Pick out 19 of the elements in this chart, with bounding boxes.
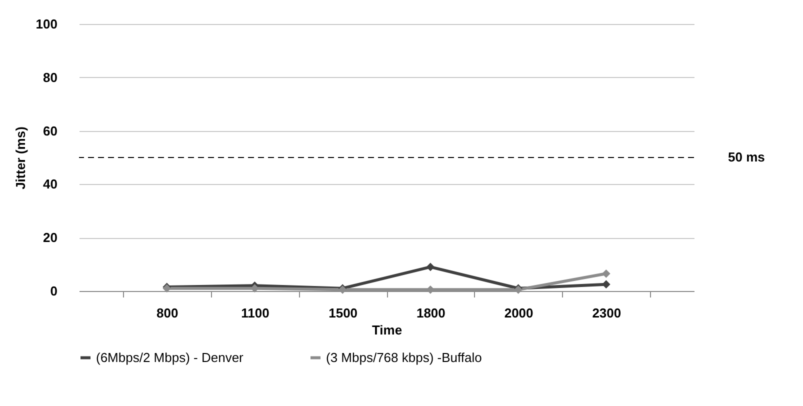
y-tick-label: 60: [43, 123, 58, 138]
x-tick-label: 1800: [416, 306, 446, 320]
point: [426, 262, 435, 272]
y-tick-label: 80: [43, 70, 58, 85]
y-tick-label: 20: [43, 230, 58, 246]
y-tick-label: 40: [43, 176, 58, 192]
y-tick-label: 100: [36, 16, 58, 32]
x-tick-label: 2000: [504, 306, 534, 320]
x-tick-label: 2300: [592, 306, 622, 320]
x-tick-label: 1100: [241, 306, 270, 320]
legend-label: (3 Mbps/768 kbps) -Buffalo: [326, 350, 482, 365]
ref-line-label: 50 ms: [728, 150, 765, 164]
point: [602, 269, 610, 278]
x-axis-title: Time: [372, 322, 402, 338]
y-axis-title: Jitter (ms): [12, 126, 28, 190]
x-tick-label: 1500: [328, 306, 358, 320]
x-tick-label: 800: [156, 306, 178, 320]
legend-label: (6Mbps/2 Mbps) - Denver: [96, 350, 244, 365]
y-tick-label: 0: [50, 284, 58, 298]
